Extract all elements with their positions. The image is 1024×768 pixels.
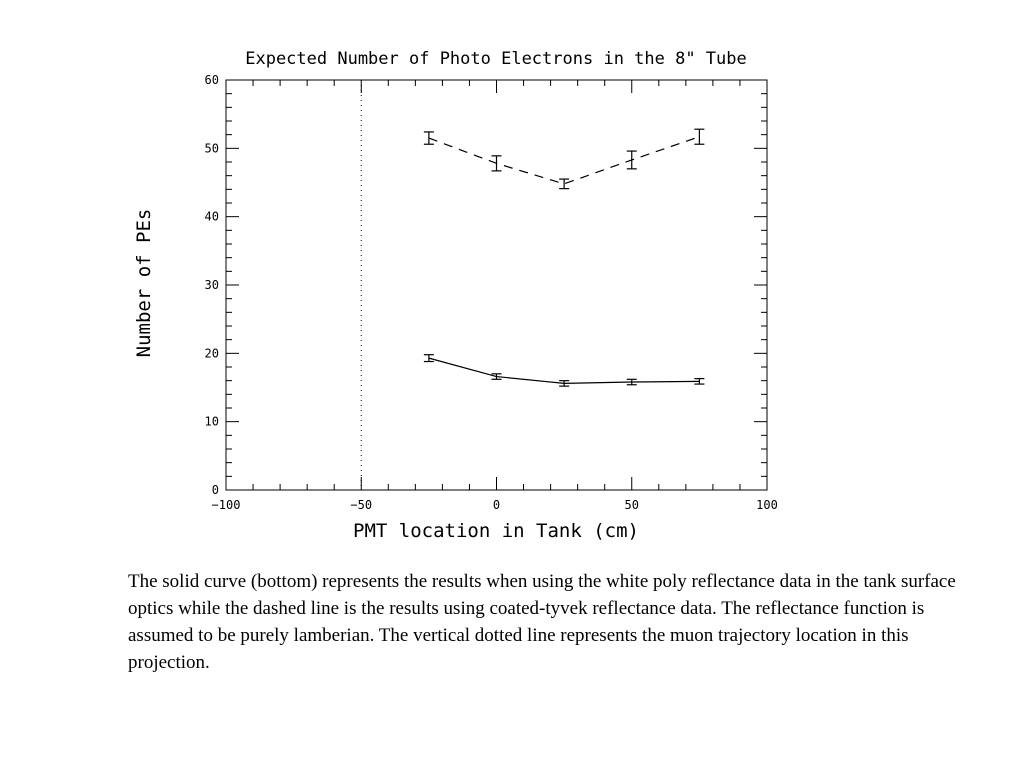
minor-ticks [226,80,767,490]
solid-series-line [428,357,700,385]
solid-data-point [559,380,570,387]
solid-data-point [423,354,434,363]
chart-title: Expected Number of Photo Electrons in th… [245,49,747,69]
dashed-data-point [491,155,502,172]
x-tick-label: −100 [212,498,241,512]
solid-data-point [491,373,502,380]
x-tick-labels: −100 −50 0 50 100 [212,498,778,512]
dashed-data-point [559,178,570,190]
x-tick-label: 100 [756,498,778,512]
x-axis-label: PMT location in Tank (cm) [353,520,639,542]
dashed-data-point [423,131,434,145]
y-tick-label: 60 [205,73,219,87]
major-ticks [225,79,768,491]
series-layer [423,128,705,387]
x-tick-label: 0 [493,498,500,512]
plot-frame [225,79,768,491]
x-tick-label: −50 [350,498,372,512]
y-tick-label: 50 [205,141,219,155]
pe-chart: Expected Number of Photo Electrons in th… [133,49,778,542]
figure-caption: The solid curve (bottom) represents the … [128,571,956,673]
y-tick-label: 0 [212,483,219,497]
y-tick-label: 40 [205,210,219,224]
dashed-data-point [694,128,705,145]
solid-data-point [626,378,637,386]
dashed-data-point [626,150,637,170]
y-tick-label: 30 [205,278,219,292]
solid-data-point [694,378,705,385]
dashed-series-line [428,136,700,185]
y-axis-label: Number of PEs [133,209,155,358]
y-tick-label: 10 [205,415,219,429]
x-tick-label: 50 [625,498,639,512]
y-tick-labels: 0 10 20 30 40 50 60 [205,73,219,497]
y-tick-label: 20 [205,346,219,360]
